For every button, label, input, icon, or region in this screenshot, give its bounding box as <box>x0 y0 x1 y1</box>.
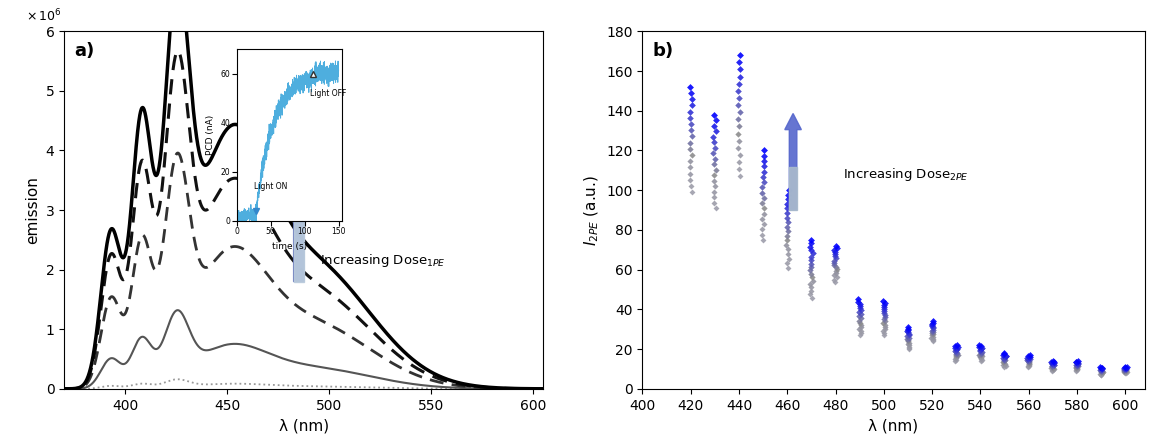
Text: Increasing Dose$_{1PE}$: Increasing Dose$_{1PE}$ <box>320 252 446 269</box>
Text: Light OFF: Light OFF <box>310 89 347 98</box>
Text: a): a) <box>74 42 95 60</box>
Text: Light ON: Light ON <box>255 182 287 191</box>
FancyArrow shape <box>790 167 797 210</box>
X-axis label: time (s): time (s) <box>272 242 307 251</box>
Y-axis label: emission: emission <box>25 176 40 244</box>
Y-axis label: PCD (nA): PCD (nA) <box>206 115 215 155</box>
FancyArrow shape <box>287 139 311 282</box>
Y-axis label: $I_{2PE}$ (a.u.): $I_{2PE}$ (a.u.) <box>582 175 600 245</box>
Text: b): b) <box>653 42 674 60</box>
Text: Increasing Dose$_{2PE}$: Increasing Dose$_{2PE}$ <box>843 166 969 183</box>
X-axis label: λ (nm): λ (nm) <box>279 418 328 433</box>
FancyArrow shape <box>785 114 801 210</box>
Text: $\times\,10^6$: $\times\,10^6$ <box>26 8 62 24</box>
FancyArrow shape <box>293 217 304 282</box>
X-axis label: λ (nm): λ (nm) <box>869 418 918 433</box>
